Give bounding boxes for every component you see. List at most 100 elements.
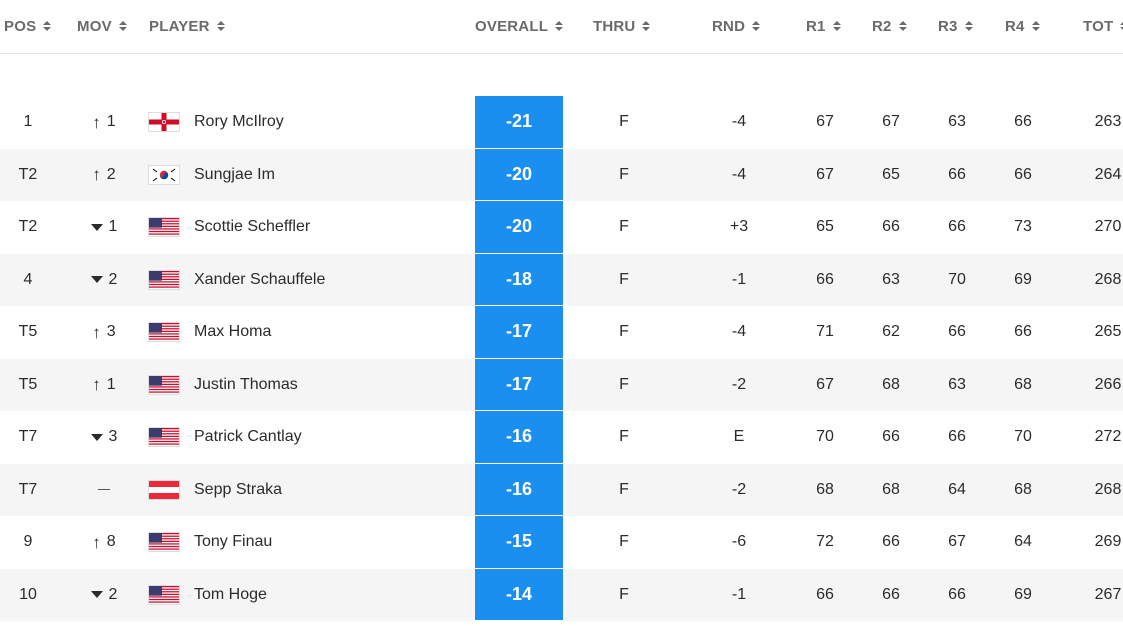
player-name-link[interactable]: Max Homa bbox=[194, 323, 272, 341]
mov-value: 8 bbox=[106, 533, 116, 551]
sort-icon bbox=[642, 21, 651, 31]
player-name-link[interactable]: Rory McIlroy bbox=[194, 113, 284, 131]
sort-mov-header[interactable]: MOV bbox=[77, 0, 127, 52]
r3-cell: 63 bbox=[948, 113, 966, 131]
table-row[interactable]: 1 ↑ 1 Rory McIlroy -21 F -4 67 67 63 66 2… bbox=[0, 96, 1123, 149]
sort-r4-header[interactable]: R4 bbox=[1005, 0, 1040, 52]
northern-ireland-flag-icon bbox=[148, 96, 180, 149]
r2-cell: 62 bbox=[882, 323, 900, 341]
r2-cell: 66 bbox=[882, 585, 900, 603]
r4-cell: 66 bbox=[1014, 165, 1032, 183]
mov-value: 1 bbox=[106, 113, 116, 131]
r4-cell: 68 bbox=[1014, 375, 1032, 393]
table-row[interactable]: 9 ↑ 8 Tony Finau -15 F -6 72 66 67 64 269 bbox=[0, 516, 1123, 569]
mov-value: 1 bbox=[106, 375, 116, 393]
tot-cell: 265 bbox=[1094, 323, 1122, 341]
table-row[interactable]: T2 ↑ 2 Sungjae Im -20 F -4 67 65 66 66 26… bbox=[0, 148, 1123, 201]
r3-cell: 66 bbox=[948, 585, 966, 603]
mov-cell: 2 bbox=[82, 254, 126, 307]
rnd-header-label: RND bbox=[712, 17, 746, 35]
sort-r2-header[interactable]: R2 bbox=[872, 0, 907, 52]
overall-score-cell: -16 bbox=[475, 463, 563, 516]
sort-overall-header[interactable]: OVERALL bbox=[475, 0, 564, 52]
thru-header-label: THRU bbox=[593, 17, 636, 35]
sort-icon bbox=[1031, 21, 1040, 31]
rnd-cell: -4 bbox=[731, 165, 747, 183]
r1-cell: 67 bbox=[816, 165, 834, 183]
r3-cell: 64 bbox=[948, 480, 966, 498]
r1-cell: 66 bbox=[816, 585, 834, 603]
r1-cell: 72 bbox=[816, 533, 834, 551]
tot-cell: 264 bbox=[1094, 165, 1122, 183]
mov-value: 2 bbox=[108, 585, 118, 603]
player-name-link[interactable]: Sungjae Im bbox=[194, 165, 275, 183]
overall-score-cell: -17 bbox=[475, 358, 563, 411]
player-name-link[interactable]: Sepp Straka bbox=[194, 480, 283, 498]
pos-cell: 1 bbox=[23, 113, 33, 131]
rnd-cell: -1 bbox=[731, 585, 747, 603]
sort-r3-header[interactable]: R3 bbox=[938, 0, 973, 52]
r1-cell: 67 bbox=[816, 375, 834, 393]
tot-cell: 268 bbox=[1094, 480, 1122, 498]
r2-cell: 67 bbox=[882, 113, 900, 131]
rnd-cell: +3 bbox=[729, 218, 749, 236]
tot-cell: 272 bbox=[1094, 428, 1122, 446]
sort-pos-header[interactable]: POS bbox=[4, 0, 52, 52]
table-row[interactable]: T7 3 Patrick Cantlay -16 F E 70 66 66 70… bbox=[0, 411, 1123, 464]
r2-cell: 68 bbox=[882, 375, 900, 393]
r2-cell: 66 bbox=[882, 218, 900, 236]
thru-cell: F bbox=[619, 165, 629, 183]
player-name-link[interactable]: Scottie Scheffler bbox=[194, 218, 311, 236]
thru-cell: F bbox=[619, 323, 629, 341]
sort-r1-header[interactable]: R1 bbox=[806, 0, 841, 52]
rnd-cell: E bbox=[733, 428, 745, 446]
usa-flag-icon bbox=[148, 359, 180, 412]
player-name-link[interactable]: Tom Hoge bbox=[194, 585, 267, 603]
r4-cell: 73 bbox=[1014, 218, 1032, 236]
sort-rnd-header[interactable]: RND bbox=[712, 0, 761, 52]
r4-cell: 66 bbox=[1014, 323, 1032, 341]
tot-cell: 266 bbox=[1094, 375, 1122, 393]
table-row[interactable]: 4 2 Xander Schauffele -18 F -1 66 63 70 … bbox=[0, 253, 1123, 307]
rnd-cell: -4 bbox=[731, 323, 747, 341]
table-row[interactable]: T5 ↑ 3 Max Homa -17 F -4 71 62 66 66 265 bbox=[0, 306, 1123, 359]
overall-score-cell: -15 bbox=[475, 516, 563, 569]
mov-cell: 3 bbox=[82, 411, 126, 464]
sort-icon bbox=[898, 21, 907, 31]
arrow-down-icon bbox=[90, 223, 103, 231]
thru-cell: F bbox=[619, 113, 629, 131]
overall-score-cell: -20 bbox=[475, 148, 563, 201]
thru-cell: F bbox=[619, 375, 629, 393]
sort-icon bbox=[216, 21, 225, 31]
rnd-cell: -6 bbox=[731, 533, 747, 551]
sort-tot-header[interactable]: TOT bbox=[1083, 0, 1123, 52]
tot-cell: 268 bbox=[1094, 270, 1122, 288]
player-name-link[interactable]: Patrick Cantlay bbox=[194, 428, 302, 446]
sort-thru-header[interactable]: THRU bbox=[593, 0, 651, 52]
pos-cell: 10 bbox=[19, 585, 37, 603]
player-name-link[interactable]: Justin Thomas bbox=[194, 375, 298, 393]
table-row[interactable]: T2 1 Scottie Scheffler -20 F +3 65 66 66… bbox=[0, 201, 1123, 254]
r3-cell: 63 bbox=[948, 375, 966, 393]
r3-cell: 66 bbox=[948, 428, 966, 446]
r3-cell: 66 bbox=[948, 165, 966, 183]
r1-cell: 68 bbox=[816, 480, 834, 498]
overall-score-cell: -20 bbox=[475, 201, 563, 254]
pos-cell: 9 bbox=[23, 533, 33, 551]
pos-cell: T7 bbox=[18, 428, 38, 446]
r3-cell: 67 bbox=[948, 533, 966, 551]
table-row[interactable]: 10 2 Tom Hoge -14 F -1 66 66 66 69 267 bbox=[0, 568, 1123, 622]
sort-icon bbox=[1120, 21, 1123, 31]
table-row[interactable]: T5 ↑ 1 Justin Thomas -17 F -2 67 68 63 68… bbox=[0, 358, 1123, 412]
table-row[interactable]: T7 Sepp Straka -16 F -2 68 68 64 68 268 bbox=[0, 463, 1123, 516]
r3-cell: 66 bbox=[948, 323, 966, 341]
usa-flag-icon bbox=[148, 569, 180, 622]
r4-cell: 66 bbox=[1014, 113, 1032, 131]
player-name-link[interactable]: Tony Finau bbox=[194, 533, 273, 551]
sort-player-header[interactable]: PLAYER bbox=[149, 0, 225, 52]
rnd-cell: -2 bbox=[731, 480, 747, 498]
thru-cell: F bbox=[619, 480, 629, 498]
sort-icon bbox=[555, 21, 564, 31]
tot-header-label: TOT bbox=[1083, 17, 1114, 35]
player-name-link[interactable]: Xander Schauffele bbox=[194, 270, 326, 288]
